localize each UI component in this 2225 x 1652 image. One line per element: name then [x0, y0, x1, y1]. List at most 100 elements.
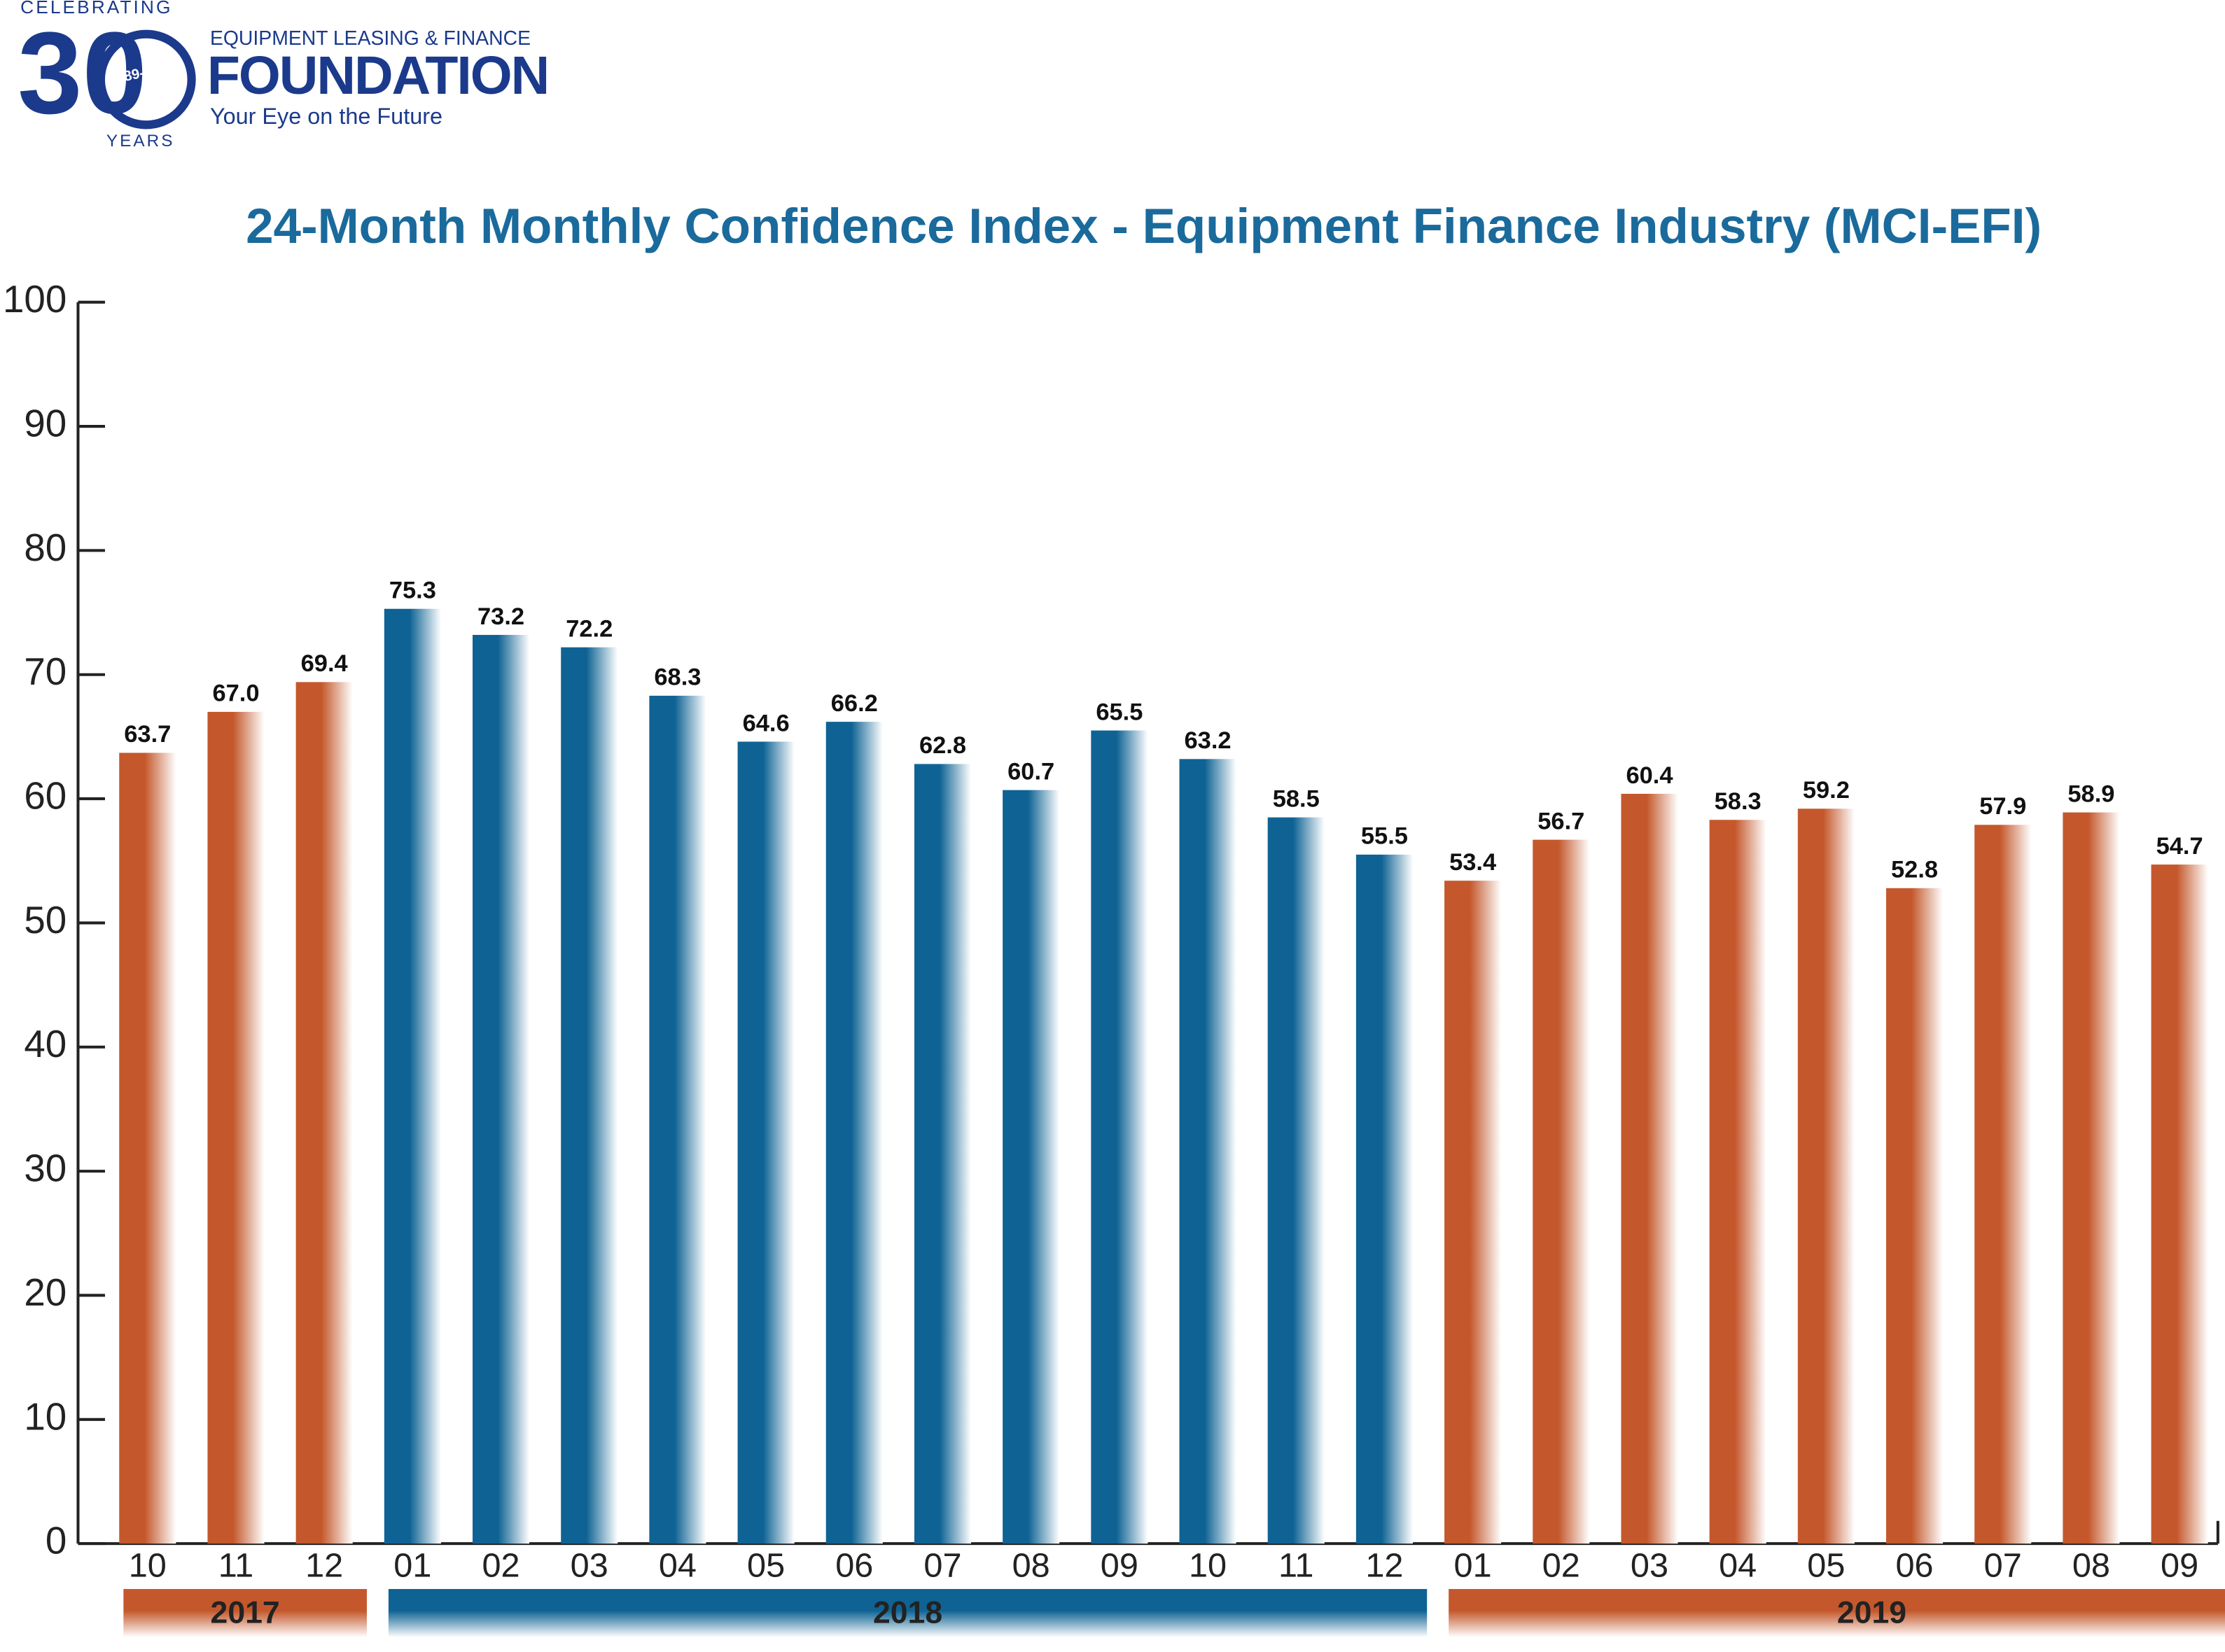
x-tick-label: 12: [305, 1546, 343, 1584]
value-label: 58.3: [1715, 788, 1762, 815]
chart-title: 24-Month Monthly Confidence Index - Equi…: [246, 199, 2042, 254]
value-label: 60.7: [1007, 758, 1054, 785]
x-tick-label: 07: [1984, 1546, 2022, 1584]
bar: [1444, 881, 1502, 1544]
bar: [1709, 820, 1766, 1544]
logo-number: 30: [18, 8, 147, 138]
y-tick-label: 80: [24, 526, 67, 569]
y-tick-label: 60: [24, 774, 67, 818]
y-tick-label: 10: [24, 1394, 67, 1438]
x-tick-label: 11: [1278, 1546, 1313, 1584]
bar: [207, 711, 265, 1544]
bar: [295, 682, 353, 1544]
bar: [737, 741, 795, 1544]
bar: [1974, 825, 2032, 1544]
year-label: 2017: [211, 1595, 280, 1630]
x-tick-label: 01: [393, 1546, 431, 1584]
logo: CELEBRATING 30 1989-2019 YEARS EQUIPMENT…: [18, 0, 550, 150]
x-tick-label: 09: [2161, 1546, 2198, 1584]
value-label: 63.2: [1185, 727, 1232, 754]
bar: [1355, 854, 1413, 1544]
value-label: 60.4: [1626, 762, 1673, 789]
x-tick-label: 06: [835, 1546, 873, 1584]
bar: [914, 764, 972, 1544]
bar: [561, 647, 618, 1544]
value-label: 63.7: [124, 721, 171, 748]
value-label: 75.3: [389, 578, 436, 604]
year-label: 2018: [873, 1595, 942, 1630]
x-tick-label: 08: [1012, 1546, 1050, 1584]
value-label: 68.3: [654, 664, 701, 691]
bar: [2063, 812, 2120, 1544]
logo-years: YEARS: [106, 132, 175, 150]
tagline: Your Eye on the Future: [210, 104, 442, 129]
y-tick-label: 70: [24, 650, 67, 693]
x-tick-label: 04: [1719, 1546, 1757, 1584]
value-label: 72.2: [566, 615, 613, 642]
bar: [2151, 864, 2208, 1544]
bar: [649, 695, 706, 1544]
bar: [825, 722, 883, 1544]
value-label: 54.7: [2156, 833, 2203, 860]
x-tick-label: 07: [923, 1546, 961, 1584]
y-tick-label: 40: [24, 1022, 67, 1065]
x-tick-label: 05: [1807, 1546, 1845, 1584]
bar: [1003, 790, 1060, 1544]
y-tick-label: 20: [24, 1270, 67, 1314]
bar: [1797, 808, 1855, 1544]
value-label: 66.2: [831, 690, 878, 717]
bar: [1179, 759, 1236, 1544]
value-label: 73.2: [477, 603, 524, 630]
y-tick-label: 90: [24, 402, 67, 445]
logo-celebrating: CELEBRATING: [20, 0, 172, 18]
bar: [384, 608, 441, 1544]
year-band: [123, 1589, 367, 1637]
y-tick-label: 30: [24, 1147, 67, 1190]
x-tick-label: 06: [1895, 1546, 1933, 1584]
value-label: 59.2: [1803, 777, 1850, 804]
y-tick-label: 0: [46, 1519, 67, 1562]
value-label: 53.4: [1449, 849, 1496, 876]
year-band: [388, 1589, 1428, 1637]
x-tick-label: 03: [1631, 1546, 1668, 1584]
x-tick-label: 08: [2072, 1546, 2110, 1584]
org-name: FOUNDATION: [207, 46, 548, 106]
bar: [1533, 839, 1590, 1544]
value-label: 58.5: [1273, 785, 1320, 812]
x-tick-label: 03: [571, 1546, 608, 1584]
value-label: 67.0: [212, 680, 259, 707]
bar: [1091, 730, 1148, 1544]
org-line: EQUIPMENT LEASING & FINANCE: [210, 27, 531, 50]
x-tick-label: 12: [1365, 1546, 1403, 1584]
x-tick-label: 10: [129, 1546, 167, 1584]
value-label: 58.9: [2067, 780, 2114, 807]
x-tick-label: 10: [1189, 1546, 1227, 1584]
bar: [1621, 793, 1678, 1544]
y-tick-label: 50: [24, 898, 67, 941]
value-label: 56.7: [1537, 808, 1584, 834]
value-label: 65.5: [1096, 699, 1143, 725]
value-label: 55.5: [1361, 823, 1408, 850]
logo-ring: [96, 29, 196, 130]
year-band: [1449, 1589, 2225, 1637]
value-label: 57.9: [1979, 793, 2026, 820]
bar: [119, 752, 176, 1544]
x-tick-label: 05: [747, 1546, 785, 1584]
x-tick-label: 11: [218, 1546, 253, 1584]
bar: [473, 634, 530, 1544]
value-label: 69.4: [301, 650, 348, 677]
x-tick-label: 02: [482, 1546, 519, 1584]
x-tick-label: 02: [1542, 1546, 1580, 1584]
year-label: 2019: [1837, 1595, 1906, 1630]
x-tick-label: 09: [1101, 1546, 1138, 1584]
y-tick-label: 100: [3, 277, 67, 321]
x-tick-label: 01: [1454, 1546, 1492, 1584]
value-label: 62.8: [919, 732, 966, 759]
x-tick-label: 04: [659, 1546, 697, 1584]
value-label: 64.6: [743, 710, 790, 736]
value-label: 52.8: [1891, 857, 1938, 883]
bar: [1267, 817, 1325, 1544]
bar: [1886, 888, 1944, 1544]
